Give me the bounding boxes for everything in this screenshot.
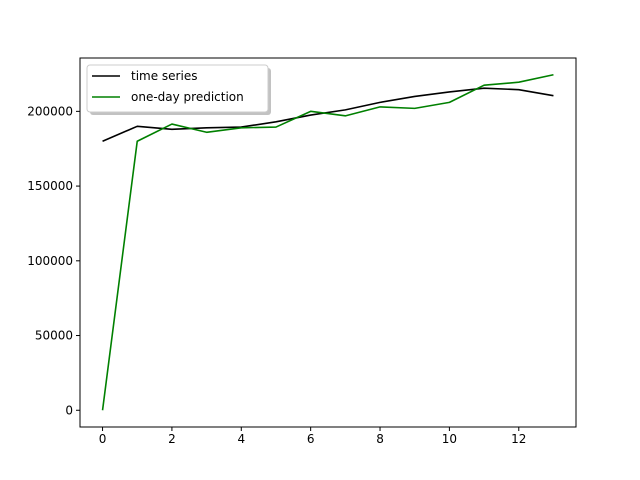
x-tick-label: 12 xyxy=(511,432,526,446)
x-tick-label: 2 xyxy=(168,432,176,446)
series-layer xyxy=(101,73,554,411)
x-tick-label: 10 xyxy=(442,432,457,446)
y-tick-label: 100000 xyxy=(27,254,73,268)
legend-label-one-day-prediction: one-day prediction xyxy=(131,90,244,104)
legend-box xyxy=(86,64,269,113)
series-line-one-day-prediction xyxy=(101,73,554,411)
x-tick-label: 4 xyxy=(237,432,245,446)
plot-background xyxy=(80,58,576,427)
x-axis: 0 2 4 6 8 10 12 xyxy=(99,427,526,446)
x-tick-label: 8 xyxy=(376,432,384,446)
plot-frame xyxy=(79,57,577,428)
y-axis: 0 50000 100000 150000 200000 xyxy=(27,104,80,417)
y-tick-label: 150000 xyxy=(27,179,73,193)
y-tick-label: 200000 xyxy=(27,104,73,118)
y-tick-label: 0 xyxy=(65,403,73,417)
legend: time series one-day prediction xyxy=(86,64,271,115)
x-tick-label: 6 xyxy=(307,432,315,446)
y-tick-label: 50000 xyxy=(35,329,73,343)
x-tick-label: 0 xyxy=(99,432,107,446)
legend-label-time-series: time series xyxy=(131,69,197,83)
